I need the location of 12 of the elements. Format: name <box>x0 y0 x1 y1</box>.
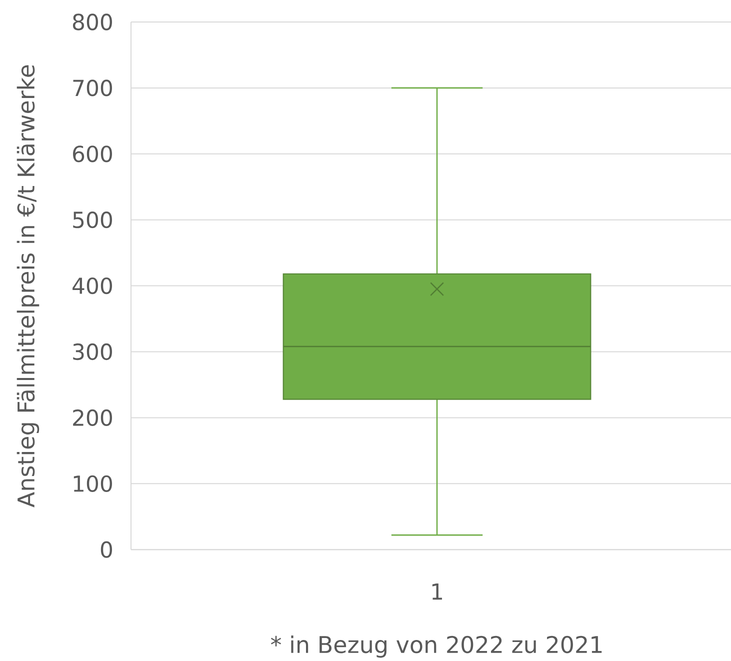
x-axis-title: * in Bezug von 2022 zu 2021 <box>270 635 602 658</box>
y-tick-label: 200 <box>73 409 112 426</box>
y-tick-label: 800 <box>72 14 112 30</box>
y-tick-label: 100 <box>74 475 112 492</box>
y-tick-label: 700 <box>73 80 112 96</box>
y-axis-title: Anstieg Fällmittelpreis in €/t Klärwerke <box>16 65 40 508</box>
y-tick-label: 500 <box>73 212 112 228</box>
y-tick-label: 300 <box>73 343 112 360</box>
y-tick-label: 600 <box>73 146 112 162</box>
y-tick-label: 400 <box>72 277 112 294</box>
x-tick-label: 1 <box>432 584 442 600</box>
y-tick-label: 0 <box>100 541 112 558</box>
